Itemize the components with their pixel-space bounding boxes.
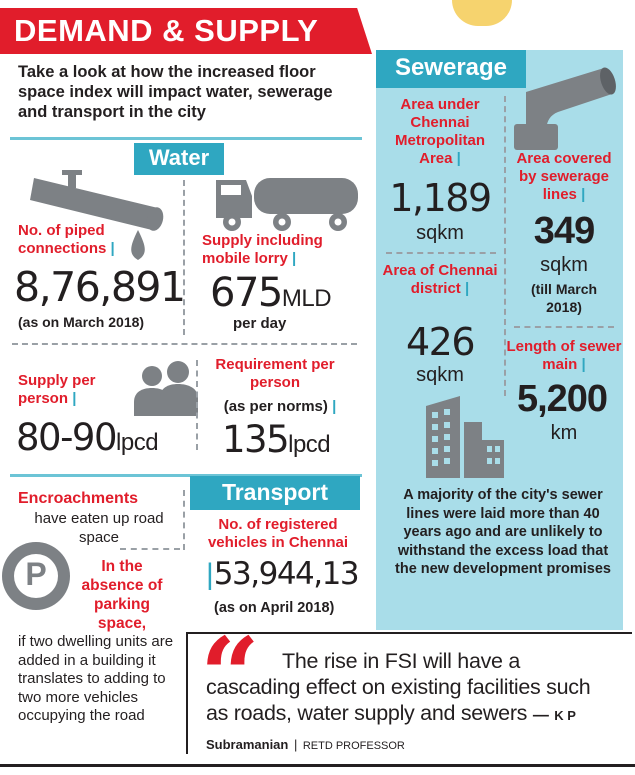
piped-value: 8,76,891: [14, 263, 186, 311]
sewer-pipe-icon: [514, 67, 616, 150]
header-banner: [0, 8, 372, 54]
water-divider: [183, 180, 185, 335]
header-deco: [452, 0, 512, 26]
requirement-label: Requirement per person: [215, 356, 335, 391]
parking-bold-text: In the absence of parking space,: [81, 558, 163, 632]
parking-letter: P: [25, 556, 47, 592]
requirement-number: 135: [222, 418, 290, 461]
supply-per-person-label: Supply per person |: [18, 372, 96, 407]
encroachment-divider: [120, 548, 180, 550]
parking-icon-inner: [14, 554, 58, 598]
quote-left-rule: [186, 632, 188, 754]
supply-lorry-label: Supply including mobile lorry |: [202, 232, 323, 267]
water-bottom-rule: [10, 474, 362, 477]
encroachment-line2: have eaten up road space: [34, 510, 164, 546]
piped-label: No. of piped connections |: [18, 222, 115, 257]
sewerage-col-divider: [504, 96, 506, 396]
requirement-value: 135lpcd: [222, 418, 331, 461]
sewer-main-unit: km: [550, 422, 578, 444]
supply-lorry-number: 675: [210, 270, 283, 316]
cma-area-unit: sqkm: [416, 222, 464, 244]
piped-note: (as on March 2018): [18, 314, 145, 330]
district-area-unit: sqkm: [416, 364, 464, 386]
supply-lorry-note: per day: [233, 315, 287, 332]
cma-area-label: Area under Chennai Metropolitan Area |: [395, 96, 485, 167]
intro-rule: [10, 137, 362, 140]
encroachment-title: Encroachments: [18, 490, 139, 507]
supply-lorry-value: 675MLD: [210, 270, 332, 316]
sewerage-right-divider: [514, 326, 614, 328]
intro-text: Take a look at how the increased floor s…: [18, 63, 333, 121]
water-heading-box: [134, 143, 224, 175]
sewer-main-value: 5,200: [516, 378, 608, 420]
vehicles-label: No. of registered vehicles in Chennai: [207, 516, 349, 551]
page-title: DEMAND & SUPPLY: [14, 13, 319, 48]
supply-per-person-value: 80-90lpcd: [16, 416, 159, 459]
sewerage-summary: A majority of the city's sewer lines wer…: [395, 487, 611, 577]
quote-text: The rise in FSI will have a cascading ef…: [206, 649, 591, 752]
covered-note: (till March 2018): [530, 281, 598, 315]
bottom-border: [0, 764, 635, 767]
transport-heading: Transport: [221, 479, 329, 505]
requirement-note: (as per norms) |: [223, 398, 337, 415]
district-area-value: 426: [405, 320, 476, 364]
supply-per-person-number: 80-90: [16, 416, 118, 459]
quote-top-rule: [186, 632, 632, 634]
people-icon: [134, 361, 198, 416]
tanker-lorry-icon: [216, 178, 358, 231]
covered-unit: sqkm: [540, 254, 588, 276]
covered-label: Area covered by sewerage lines |: [516, 150, 612, 203]
sewer-main-label: Length of sewer main |: [506, 338, 622, 373]
vehicles-number: 53,944,13: [213, 556, 360, 592]
sewerage-panel: [376, 50, 623, 630]
water-heading: Water: [148, 145, 210, 170]
quote-mark: “: [200, 614, 260, 737]
water-mid-divider: [12, 343, 357, 345]
parking-rest-text: if two dwelling units are added in a bui…: [18, 633, 174, 724]
vehicles-value: |53,944,13: [206, 556, 360, 592]
cma-area-value: 1,189: [389, 176, 492, 220]
supply-lorry-unit: MLD: [281, 285, 332, 312]
district-area-label: Area of Chennai district |: [382, 262, 498, 297]
requirement-unit: lpcd: [288, 431, 331, 458]
encroachment-vertical-divider: [183, 490, 185, 550]
transport-heading-box: [190, 476, 360, 510]
vehicles-note: (as on April 2018): [214, 600, 335, 616]
buildings-icon: [426, 396, 504, 478]
sewerage-heading: Sewerage: [394, 54, 508, 81]
sewerage-left-divider: [386, 252, 496, 254]
covered-value: 349: [533, 210, 595, 252]
water-divider-2: [196, 360, 198, 450]
supply-per-person-unit: lpcd: [116, 429, 159, 456]
sewerage-heading-box: [376, 50, 526, 88]
pipe-icon: [30, 170, 164, 260]
